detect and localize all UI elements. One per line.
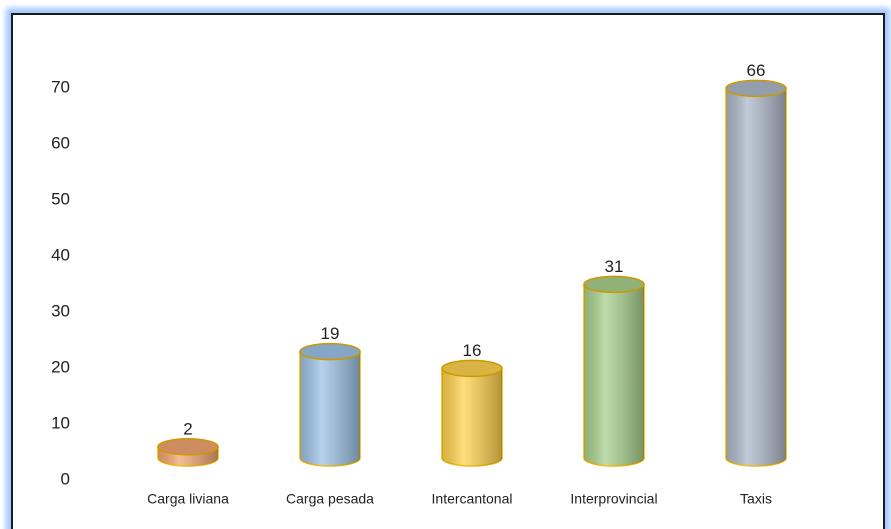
cylinder-top: [725, 79, 787, 98]
frame-glow: [6, 8, 890, 529]
y-tick-label: 10: [51, 413, 70, 432]
value-label: 19: [321, 324, 340, 343]
y-tick-label: 20: [51, 357, 70, 376]
cylinder-shade: [442, 368, 502, 466]
cylinder-top: [299, 342, 361, 361]
y-tick-label: 0: [61, 469, 70, 488]
y-tick-label: 60: [51, 133, 70, 152]
x-tick-label: Interprovincial: [570, 491, 657, 507]
value-label: 2: [183, 419, 192, 438]
cylinder-top: [583, 275, 645, 294]
y-tick-label: 70: [51, 77, 70, 96]
cylinder-shade: [726, 88, 786, 467]
value-label: 16: [463, 341, 482, 360]
x-tick-label: Carga pesada: [286, 491, 374, 507]
cylinder-shade: [300, 351, 360, 466]
value-label: 66: [747, 61, 766, 80]
x-tick-label: Intercantonal: [432, 491, 513, 507]
y-tick-label: 50: [51, 189, 70, 208]
cylinder-shade: [584, 284, 644, 466]
value-label: 31: [605, 257, 624, 276]
x-tick-label: Carga liviana: [147, 491, 229, 507]
cylinder-top: [441, 359, 503, 378]
cylinder-top: [157, 438, 219, 456]
y-tick-label: 40: [51, 245, 70, 264]
cylinder-shade: [158, 446, 218, 466]
y-tick-label: 30: [51, 301, 70, 320]
x-tick-label: Taxis: [740, 491, 772, 507]
